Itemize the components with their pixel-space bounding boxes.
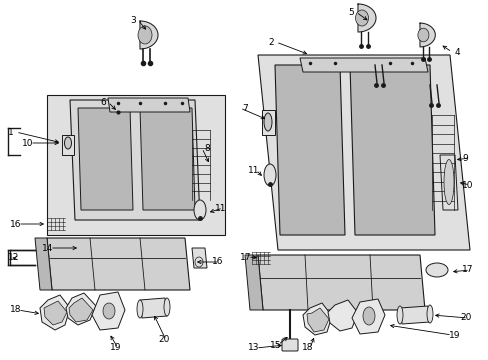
Ellipse shape [362, 307, 374, 325]
Polygon shape [349, 65, 434, 235]
Polygon shape [262, 110, 274, 135]
Text: 16: 16 [10, 220, 21, 229]
Text: 13: 13 [247, 343, 259, 352]
Ellipse shape [417, 28, 428, 42]
Text: 16: 16 [212, 257, 223, 266]
Polygon shape [419, 23, 434, 47]
Polygon shape [258, 255, 424, 310]
Text: 17: 17 [240, 252, 251, 261]
Polygon shape [140, 298, 167, 318]
Text: 5: 5 [347, 8, 353, 17]
Polygon shape [306, 308, 328, 332]
Polygon shape [70, 100, 200, 220]
Ellipse shape [396, 306, 402, 324]
Text: 9: 9 [461, 153, 467, 162]
Ellipse shape [264, 113, 271, 131]
Text: 14: 14 [42, 243, 53, 252]
Text: 15: 15 [269, 341, 281, 350]
Ellipse shape [355, 10, 368, 26]
Text: 2: 2 [267, 37, 273, 46]
Polygon shape [44, 301, 67, 325]
Ellipse shape [443, 159, 453, 204]
Polygon shape [35, 238, 52, 290]
Polygon shape [327, 300, 357, 331]
Polygon shape [439, 155, 457, 210]
Text: 4: 4 [453, 48, 459, 57]
Polygon shape [47, 238, 190, 290]
Polygon shape [47, 95, 224, 235]
Ellipse shape [137, 300, 142, 318]
Polygon shape [92, 292, 125, 330]
Polygon shape [66, 293, 96, 325]
Text: 8: 8 [204, 144, 209, 153]
Ellipse shape [194, 200, 205, 220]
Text: 19: 19 [110, 343, 121, 352]
Polygon shape [192, 248, 206, 268]
FancyBboxPatch shape [282, 339, 297, 351]
Text: 10: 10 [22, 139, 34, 148]
Text: 19: 19 [447, 330, 459, 339]
Text: 11: 11 [247, 166, 259, 175]
Ellipse shape [103, 303, 115, 319]
Ellipse shape [64, 137, 71, 149]
Text: 20: 20 [158, 336, 169, 345]
Polygon shape [244, 255, 263, 310]
Polygon shape [357, 4, 375, 32]
Polygon shape [62, 135, 74, 155]
Polygon shape [140, 21, 158, 49]
Polygon shape [40, 295, 70, 330]
Polygon shape [351, 299, 384, 334]
Text: 18: 18 [10, 306, 21, 315]
Text: 17: 17 [461, 266, 472, 274]
Polygon shape [399, 306, 429, 324]
Text: 7: 7 [242, 104, 247, 113]
Ellipse shape [426, 305, 432, 323]
Ellipse shape [425, 263, 447, 277]
Text: 10: 10 [461, 180, 472, 189]
Text: 12: 12 [8, 253, 20, 262]
Text: 18: 18 [302, 343, 313, 352]
Ellipse shape [163, 298, 170, 316]
Ellipse shape [264, 164, 275, 186]
Text: 3: 3 [130, 15, 136, 24]
Polygon shape [274, 65, 345, 235]
Polygon shape [303, 303, 331, 335]
Text: 1: 1 [8, 127, 14, 136]
Polygon shape [299, 58, 427, 72]
Polygon shape [140, 108, 195, 210]
Text: 11: 11 [215, 203, 226, 212]
Polygon shape [69, 298, 93, 322]
Polygon shape [258, 55, 469, 250]
Text: 6: 6 [100, 98, 105, 107]
Text: 20: 20 [459, 314, 470, 323]
Polygon shape [108, 98, 190, 112]
Ellipse shape [138, 26, 152, 44]
Polygon shape [78, 108, 133, 210]
